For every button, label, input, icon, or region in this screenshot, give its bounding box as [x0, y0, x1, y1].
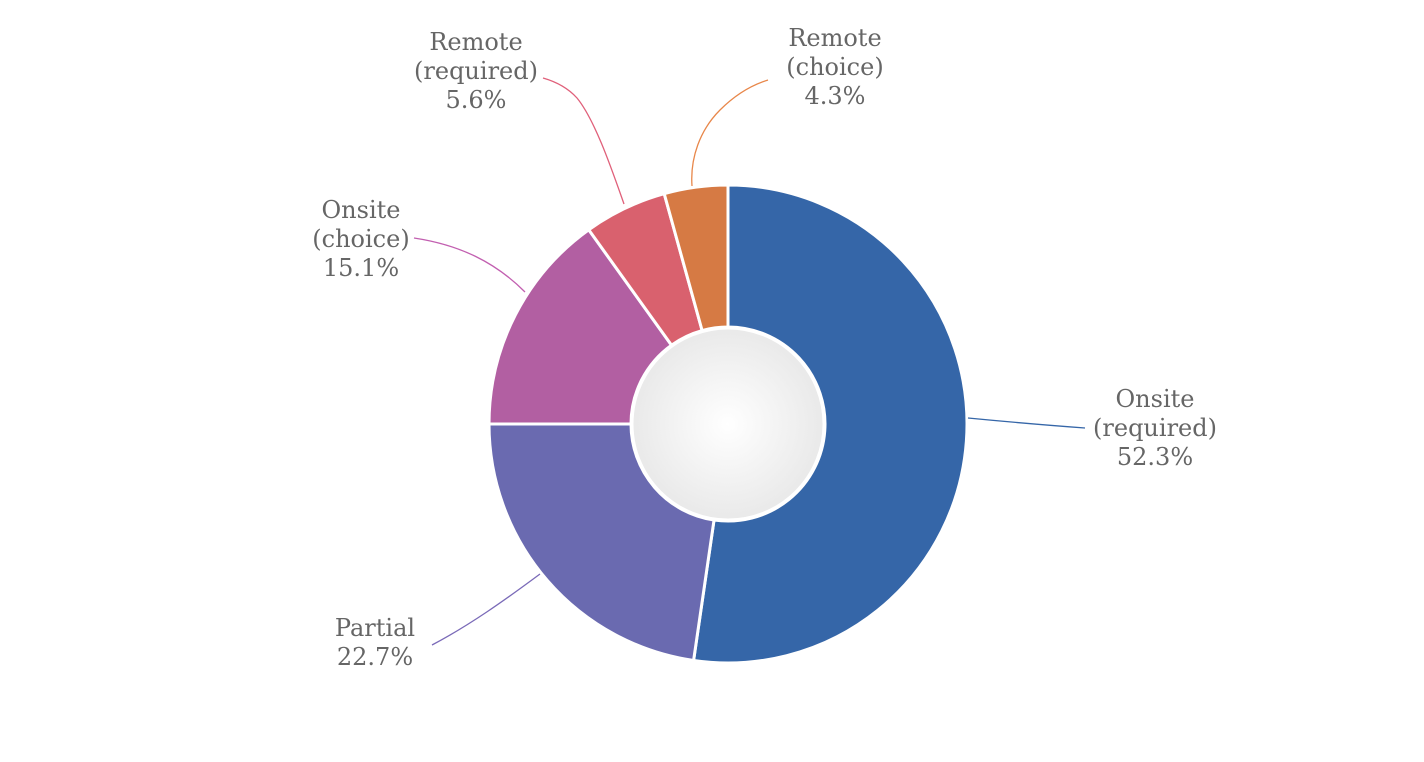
labels-layer: Onsite (required) 52.3%Partial 22.7%Onsite(…: [312, 24, 1217, 671]
slice-label: Onsite (required) 52.3%: [1093, 385, 1217, 471]
slice-label: Remote (choice) 4.3%: [786, 24, 883, 110]
slice-value-label: 15.1%: [323, 254, 399, 282]
leader-line: [413, 237, 526, 293]
slice-value-label: 52.3%: [1117, 443, 1193, 471]
slice-name-label: Onsite: [1116, 385, 1195, 413]
leader-line: [691, 79, 769, 187]
slice-value-label: 5.6%: [446, 86, 507, 114]
slice-name-label: Remote: [429, 28, 522, 56]
leader-line: [542, 77, 625, 205]
slice-name-label: Onsite: [322, 196, 401, 224]
donut-hole: [630, 326, 826, 522]
slice-label: Remote (required) 5.6%: [414, 28, 538, 114]
slice-name-label: Remote: [788, 24, 881, 52]
slice-name-label: Partial: [335, 614, 415, 642]
slice-value-label: 22.7%: [337, 643, 413, 671]
leader-lines-layer: [413, 77, 1086, 646]
slice-name-label: (required): [1093, 414, 1217, 442]
slice-label: Partial 22.7%: [335, 614, 415, 671]
slice-label: Onsite (choice) 15.1%: [312, 196, 409, 282]
slice-name-label: (choice): [786, 53, 883, 81]
slice-name-label: (required): [414, 57, 538, 85]
slice-value-label: 4.3%: [805, 82, 866, 110]
leader-line: [967, 417, 1086, 429]
leader-line: [431, 573, 541, 646]
slice-name-label: (choice): [312, 225, 409, 253]
